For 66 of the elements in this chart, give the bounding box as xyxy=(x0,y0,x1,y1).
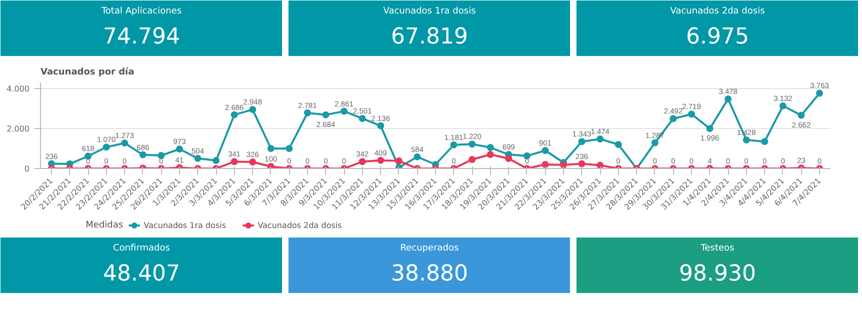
point xyxy=(194,154,202,162)
text: 98.930 xyxy=(679,262,756,287)
point xyxy=(230,111,238,118)
point xyxy=(176,146,183,153)
point xyxy=(614,141,622,148)
text: Testeos xyxy=(700,244,735,254)
point xyxy=(340,108,348,115)
point xyxy=(578,138,586,146)
point xyxy=(212,157,220,164)
point xyxy=(304,109,311,116)
point xyxy=(578,160,586,168)
point xyxy=(267,163,274,168)
point xyxy=(596,162,604,168)
point xyxy=(779,102,786,110)
point xyxy=(486,151,494,158)
point xyxy=(596,136,604,143)
text: Total Aplicaciones xyxy=(100,6,182,17)
point xyxy=(158,152,165,159)
text: 6.975 xyxy=(686,24,749,50)
point xyxy=(486,144,494,151)
legend-label: Vacunados 2da dosis xyxy=(258,221,342,230)
point xyxy=(651,139,658,146)
point xyxy=(414,153,421,160)
point xyxy=(377,122,384,130)
text: Confirmados xyxy=(113,244,170,254)
y-tick-label: 0 xyxy=(24,164,30,174)
point xyxy=(468,156,476,163)
chart-title: Vacunados por día xyxy=(40,66,134,78)
point xyxy=(742,136,750,144)
point xyxy=(798,112,805,119)
text: Vacunados 2da dosis xyxy=(670,6,766,17)
point xyxy=(395,157,402,164)
point xyxy=(322,111,330,118)
point xyxy=(286,145,293,152)
point xyxy=(249,158,256,166)
point xyxy=(102,144,110,151)
point xyxy=(249,106,256,114)
point xyxy=(377,156,384,164)
text: Vacunados 1ra dosis xyxy=(383,6,476,17)
point xyxy=(267,145,274,152)
point xyxy=(450,141,458,148)
legend-label: Vacunados 1ra dosis xyxy=(144,221,226,230)
point xyxy=(670,115,677,122)
y-tick-label: 4.000 xyxy=(6,84,30,94)
point xyxy=(706,125,714,132)
text: Recuperados xyxy=(400,244,460,254)
point xyxy=(468,140,476,148)
point xyxy=(121,140,128,147)
point xyxy=(816,90,824,97)
text: 48.407 xyxy=(103,262,180,287)
point xyxy=(358,158,366,166)
point xyxy=(688,110,696,118)
point xyxy=(139,151,146,158)
point xyxy=(724,95,732,102)
point xyxy=(542,146,549,154)
point xyxy=(761,138,768,145)
point xyxy=(358,114,366,122)
text: 38.880 xyxy=(391,262,468,287)
legend-title: Medidas xyxy=(86,220,124,230)
y-tick-label: 2.000 xyxy=(6,124,30,134)
text: 67.819 xyxy=(391,24,468,50)
point xyxy=(230,158,238,166)
point xyxy=(505,155,512,162)
point xyxy=(560,161,568,168)
text: 74.794 xyxy=(103,24,180,50)
point xyxy=(542,161,549,168)
